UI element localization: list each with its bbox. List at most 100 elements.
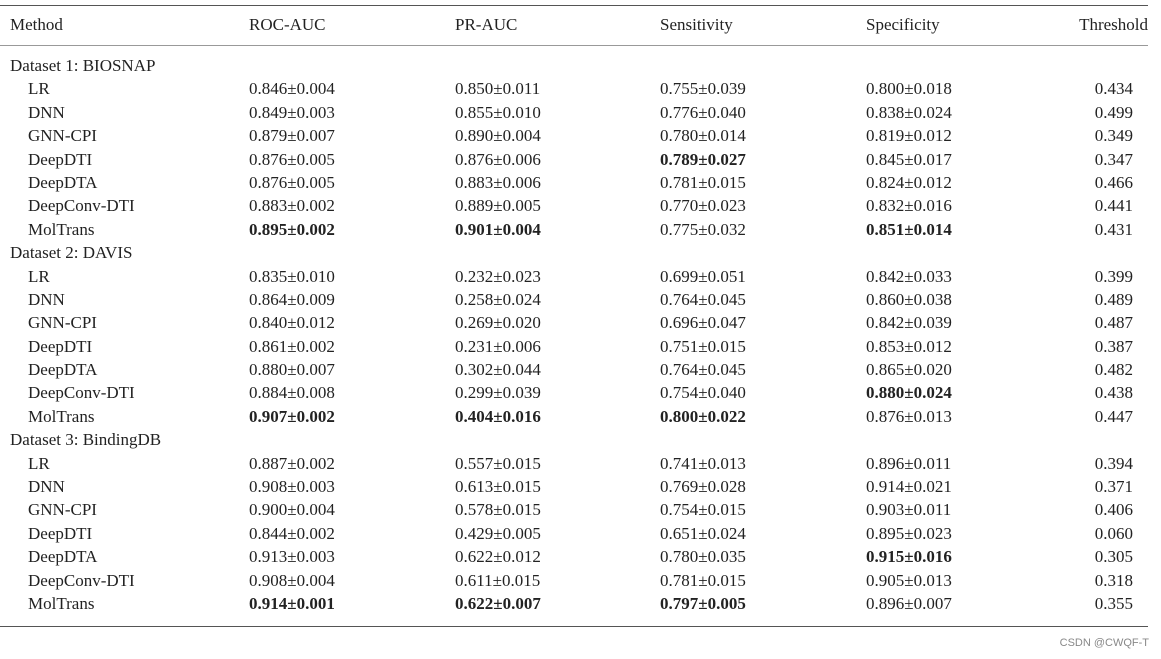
threshold-cell: 0.447: [1094, 406, 1133, 426]
metric-cell: 0.876±0.013: [866, 406, 952, 426]
column-header: PR-AUC: [455, 15, 518, 34]
metric-cell: 0.914±0.001: [249, 593, 335, 613]
metric-cell: 0.824±0.012: [866, 172, 952, 192]
column-header: Sensitivity: [660, 15, 733, 34]
metric-cell: 0.622±0.007: [455, 593, 541, 613]
metric-cell: 0.838±0.024: [866, 102, 952, 122]
metric-cell: 0.751±0.015: [660, 336, 746, 356]
method-name: DeepDTA: [28, 360, 98, 380]
metric-cell: 0.776±0.040: [660, 102, 746, 122]
metric-cell: 0.876±0.005: [249, 149, 335, 169]
method-name: DNN: [28, 477, 65, 497]
metric-cell: 0.896±0.011: [866, 453, 952, 473]
metric-cell: 0.578±0.015: [455, 500, 541, 520]
metric-cell: 0.613±0.015: [455, 477, 541, 497]
metric-cell: 0.883±0.002: [249, 196, 335, 216]
method-name: LR: [28, 453, 50, 473]
threshold-cell: 0.482: [1094, 360, 1133, 380]
metric-cell: 0.853±0.012: [866, 336, 952, 356]
threshold-cell: 0.434: [1094, 79, 1133, 99]
method-name: GNN-CPI: [28, 313, 97, 333]
metric-cell: 0.231±0.006: [455, 336, 541, 356]
metric-cell: 0.754±0.040: [660, 383, 746, 403]
metric-cell: 0.764±0.045: [660, 360, 746, 380]
metric-cell: 0.908±0.003: [249, 477, 335, 497]
column-header: Specificity: [866, 15, 940, 34]
metric-cell: 0.789±0.027: [660, 149, 746, 169]
metric-cell: 0.769±0.028: [660, 477, 746, 497]
metric-cell: 0.879±0.007: [249, 126, 335, 146]
section-label: Dataset 1: BIOSNAP: [10, 56, 156, 75]
metric-cell: 0.855±0.010: [455, 102, 541, 122]
metric-cell: 0.770±0.023: [660, 196, 746, 216]
metric-cell: 0.849±0.003: [249, 102, 335, 122]
metric-cell: 0.699±0.051: [660, 266, 746, 286]
metric-cell: 0.842±0.033: [866, 266, 952, 286]
threshold-cell: 0.438: [1094, 383, 1133, 403]
metric-cell: 0.887±0.002: [249, 453, 335, 473]
metric-cell: 0.819±0.012: [866, 126, 952, 146]
metric-cell: 0.913±0.003: [249, 547, 335, 567]
metric-cell: 0.903±0.011: [866, 500, 952, 520]
method-name: DeepDTA: [28, 172, 98, 192]
threshold-cell: 0.318: [1094, 570, 1133, 590]
method-name: MolTrans: [28, 219, 95, 239]
metric-cell: 0.622±0.012: [455, 547, 541, 567]
metric-cell: 0.404±0.016: [455, 406, 541, 426]
metric-cell: 0.905±0.013: [866, 570, 952, 590]
metric-cell: 0.883±0.006: [455, 172, 541, 192]
metric-cell: 0.880±0.024: [866, 383, 952, 403]
metric-cell: 0.884±0.008: [249, 383, 335, 403]
threshold-cell: 0.349: [1094, 126, 1133, 146]
metric-cell: 0.651±0.024: [660, 523, 746, 543]
threshold-cell: 0.371: [1094, 477, 1133, 497]
threshold-cell: 0.489: [1094, 289, 1133, 309]
metric-cell: 0.741±0.013: [660, 453, 746, 473]
threshold-cell: 0.487: [1094, 313, 1133, 333]
metric-cell: 0.900±0.004: [249, 500, 335, 520]
threshold-cell: 0.499: [1094, 102, 1133, 122]
section-label: Dataset 2: DAVIS: [10, 243, 133, 263]
section-label: Dataset 3: BindingDB: [10, 430, 162, 450]
metric-cell: 0.914±0.021: [866, 477, 952, 497]
threshold-cell: 0.431: [1094, 219, 1133, 239]
metric-cell: 0.302±0.044: [455, 360, 541, 380]
metric-cell: 0.889±0.005: [455, 196, 541, 216]
metric-cell: 0.846±0.004: [249, 79, 335, 99]
method-name: DeepDTA: [28, 547, 98, 567]
threshold-cell: 0.406: [1094, 500, 1133, 520]
metric-cell: 0.232±0.023: [455, 266, 541, 286]
metric-cell: 0.840±0.012: [249, 313, 335, 333]
top-rule: [0, 5, 1148, 6]
metric-cell: 0.764±0.045: [660, 289, 746, 309]
threshold-cell: 0.387: [1094, 336, 1133, 356]
metric-cell: 0.907±0.002: [249, 406, 335, 426]
metric-cell: 0.880±0.007: [249, 360, 335, 380]
metric-cell: 0.860±0.038: [866, 289, 952, 309]
column-header: Threshold: [1079, 15, 1148, 34]
metric-cell: 0.865±0.020: [866, 360, 952, 380]
metric-cell: 0.895±0.002: [249, 219, 335, 239]
header-rule: [0, 45, 1148, 46]
metric-cell: 0.557±0.015: [455, 453, 541, 473]
metric-cell: 0.832±0.016: [866, 196, 952, 216]
method-name: DeepConv-DTI: [28, 196, 135, 216]
metric-cell: 0.850±0.011: [455, 79, 541, 99]
metric-cell: 0.800±0.022: [660, 406, 746, 426]
metric-cell: 0.835±0.010: [249, 266, 335, 286]
bottom-rule: [0, 626, 1148, 627]
metric-cell: 0.299±0.039: [455, 383, 541, 403]
metric-cell: 0.696±0.047: [660, 313, 746, 333]
column-header: ROC-AUC: [249, 15, 326, 34]
method-name: MolTrans: [28, 406, 95, 426]
method-name: DeepDTI: [28, 336, 93, 356]
column-header: Method: [10, 15, 63, 34]
metric-cell: 0.851±0.014: [866, 219, 952, 239]
metric-cell: 0.780±0.035: [660, 547, 746, 567]
metric-cell: 0.781±0.015: [660, 570, 746, 590]
method-name: GNN-CPI: [28, 126, 97, 146]
metric-cell: 0.895±0.023: [866, 523, 952, 543]
metric-cell: 0.890±0.004: [455, 126, 541, 146]
metric-cell: 0.429±0.005: [455, 523, 541, 543]
